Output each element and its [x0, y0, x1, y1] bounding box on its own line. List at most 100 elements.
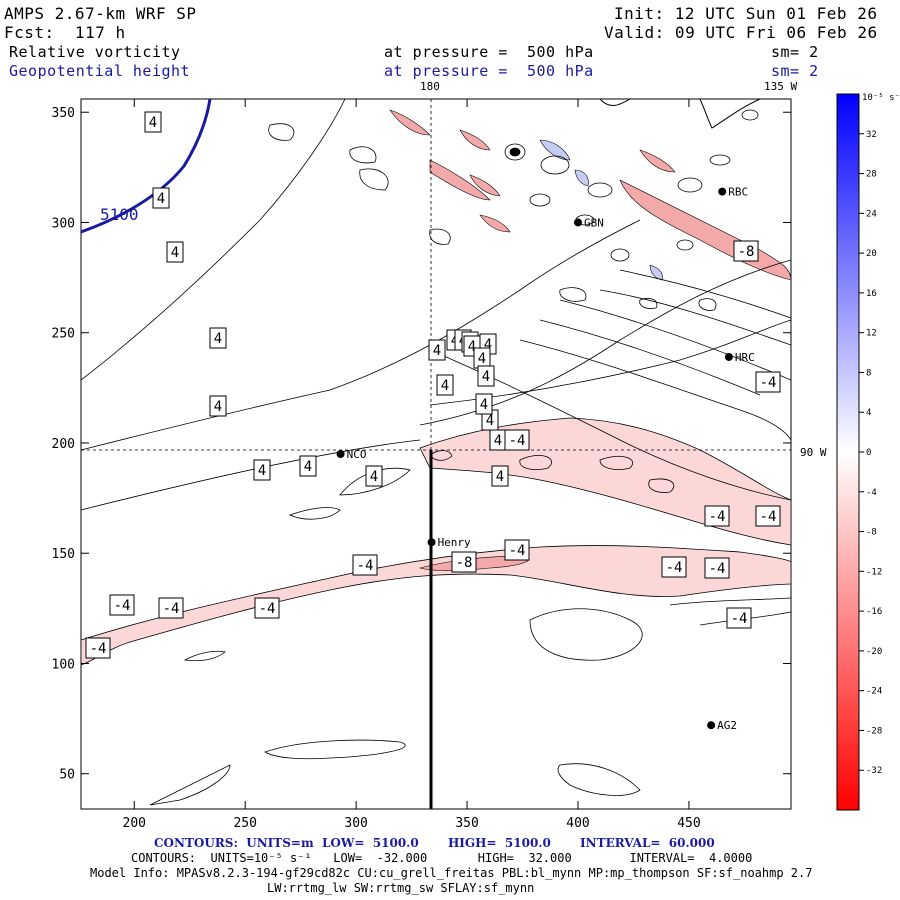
neg-contour-label: -4: [704, 505, 730, 527]
y-tick-label: 150: [52, 547, 75, 562]
colorbar-tick-label: 28: [866, 170, 877, 180]
colorbar-tick-label: -28: [866, 726, 882, 736]
contour-label-box: [209, 327, 227, 349]
height-contour-5100: [81, 99, 212, 234]
station-gbn: GBN: [574, 216, 604, 229]
contour-label-box: [755, 371, 781, 393]
colorbar-tick-label: -12: [866, 567, 882, 577]
contour-label-box: [209, 395, 227, 417]
height-label-5100: 5100: [100, 205, 139, 224]
contour-label-box: [726, 607, 752, 629]
vorticity-contour-info: CONTOURS: UNITS=10⁻⁵ s⁻¹ LOW= -32.000 HI…: [131, 851, 753, 865]
model-info: Model Info: MPASv8.2.3-194-gf29cd82c CU:…: [90, 866, 813, 880]
station-ag2: AG2: [707, 719, 737, 732]
field1-smoothing: sm= 2: [771, 43, 819, 61]
contour-label-text: 4: [496, 469, 504, 485]
colorbar-tick-label: -20: [866, 647, 882, 657]
contour-label-box: [475, 393, 493, 415]
contour-label-text: -4: [259, 601, 276, 617]
contour-label-box: [85, 637, 111, 659]
pos-contour-label: 4: [428, 339, 446, 361]
station-nco: NCO: [336, 448, 367, 461]
neg-contour-label: -4: [158, 597, 184, 619]
model-info-2: LW:rrtmg_lw SW:rrtmg_sw SFLAY:sf_mynn: [267, 881, 535, 895]
colorbar-tick-label: 12: [866, 329, 877, 339]
contour-label-text: 4: [149, 115, 157, 131]
contour-label-text: -4: [114, 598, 131, 614]
contour-label-box: [477, 365, 495, 387]
contour-label-text: 4: [304, 459, 312, 475]
pos-contour-label: 4: [209, 327, 227, 349]
contour-label-box: [504, 429, 530, 451]
pos-contour-label: 4: [144, 111, 162, 133]
forecast-hour: Fcst: 117 h: [4, 23, 126, 42]
contour-label-text: -4: [357, 558, 374, 574]
station-marker: [707, 721, 716, 730]
contour-label-text: -4: [731, 611, 748, 627]
contour-label-box: [491, 465, 509, 487]
contour-label-box: [436, 374, 454, 396]
pos-contour-label: 4: [475, 393, 493, 415]
contour-label-text: -4: [760, 509, 777, 525]
neg-contour-label: -4: [755, 505, 781, 527]
contour-label-text: 4: [258, 463, 266, 479]
axes: 200 250 300 350 400 450 50 100 150 200 250 300 350: [52, 99, 791, 831]
colorbar-ticks: 32 28 24 20 16 12 8 4 0 -4 -8 -12 -16 -20 -24 -28 -32: [859, 130, 882, 776]
contour-label-box: [428, 339, 446, 361]
positive-vorticity-spots: [539, 139, 663, 281]
station-marker: [724, 352, 733, 361]
contour-label-text: -4: [709, 509, 726, 525]
contour-label-text: 4: [468, 339, 476, 355]
coastline-2: [599, 99, 631, 106]
contour-label-box: [704, 557, 730, 579]
lon-180-label: 180: [420, 80, 440, 93]
field2-pressure: at pressure = 500 hPa: [384, 62, 594, 80]
init-time: Init: 12 UTC Sun 01 Feb 26: [614, 4, 878, 23]
colorbar-tick-label: 32: [866, 130, 877, 140]
colorbar-tick-label: 0: [866, 448, 871, 458]
x-tick-label: 250: [233, 816, 256, 831]
station-marker: [427, 538, 436, 547]
colorbar-tick-label: 20: [866, 249, 877, 259]
field1-pressure: at pressure = 500 hPa: [384, 43, 594, 61]
pos-contour-label: 4: [491, 465, 509, 487]
pos-contour-label: 4: [299, 455, 317, 477]
x-tick-label: 450: [677, 816, 700, 831]
station-hrc: HRC: [724, 351, 755, 364]
neg-contour-label: -4: [85, 637, 111, 659]
y-tick-label: 200: [52, 437, 75, 452]
colorbar-tick-label: -32: [866, 766, 882, 776]
contour-label-box: [144, 111, 162, 133]
contour-label-box: [733, 240, 759, 262]
neg-contour-label: -4: [755, 371, 781, 393]
station-label: HRC: [735, 351, 755, 364]
station-label: NCO: [347, 448, 367, 461]
contour-label-text: 4: [214, 331, 222, 347]
contour-label-text: 4: [480, 397, 488, 413]
colorbar-units: 10⁻⁵ s⁻¹: [862, 93, 900, 103]
valid-time: Valid: 09 UTC Fri 06 Feb 26: [604, 23, 878, 42]
colorbar-tick-label: 8: [866, 368, 871, 378]
field2-smoothing: sm= 2: [771, 62, 819, 80]
contour-label-text: -4: [90, 641, 107, 657]
field2-name: Geopotential height: [9, 62, 191, 80]
neg-contour-label: -4: [109, 594, 135, 616]
station-label: GBN: [584, 216, 604, 229]
station-label: RBC: [728, 186, 748, 199]
contour-label-text: -8: [738, 244, 755, 260]
pos-contour-label: 4: [253, 459, 271, 481]
colorbar-tick-label: -24: [866, 687, 882, 697]
colorbar-tick-label: -4: [866, 488, 877, 498]
pos-contour-label: 4: [489, 429, 507, 451]
ne-contour-cluster: [504, 109, 759, 262]
contour-label-box: [254, 597, 280, 619]
contour-label-box: [755, 505, 781, 527]
lon-135w-label: 135 W: [764, 80, 798, 93]
contour-label-text: 4: [370, 469, 378, 485]
neg-contour-label: -8: [451, 551, 477, 573]
contour-label-box: [158, 597, 184, 619]
colorbar-tick-label: 4: [866, 408, 871, 418]
neg-contour-label: -4: [352, 554, 378, 576]
pos-contour-label: 4: [166, 241, 184, 263]
